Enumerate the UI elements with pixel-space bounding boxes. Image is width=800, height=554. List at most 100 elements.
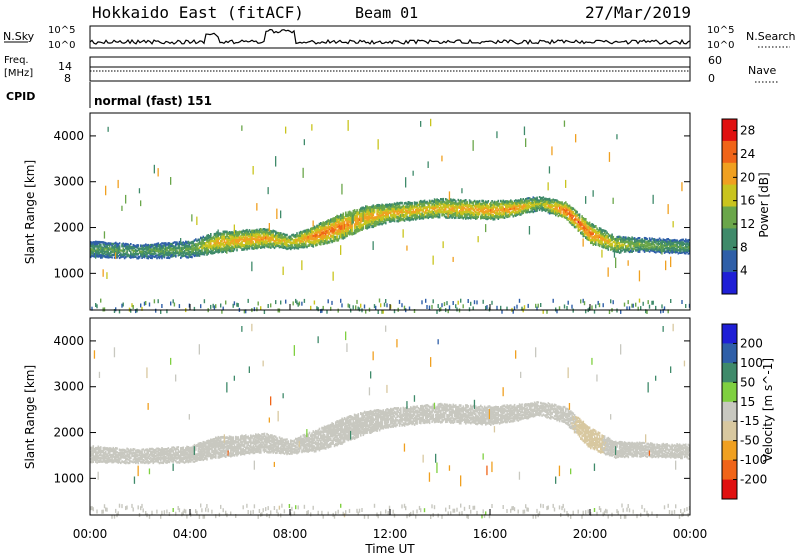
echo-cell [130, 247, 132, 250]
echo-cell [123, 243, 126, 246]
echo-cell [463, 210, 466, 214]
echo-cell [578, 218, 581, 222]
echo-cell [436, 209, 438, 212]
echo-cell [421, 205, 423, 208]
echo-cell [646, 245, 648, 248]
echo-cell [657, 240, 660, 243]
echo-cell [426, 211, 428, 215]
echo-cell [106, 272, 108, 279]
echo-cell [207, 239, 210, 242]
echo-cell [303, 245, 306, 249]
echo-cell [208, 246, 211, 249]
echo-cell [258, 241, 261, 245]
echo-cell [431, 213, 433, 216]
echo-cell [285, 237, 287, 240]
echo-cell [337, 228, 340, 232]
echo-cell [107, 126, 109, 132]
echo-cell [661, 239, 663, 242]
echo-cell [97, 252, 100, 256]
echo-cell [488, 212, 491, 215]
echo-cell [441, 303, 443, 308]
echo-cell [125, 456, 127, 459]
echo-cell [422, 200, 425, 203]
echo-cell [680, 250, 682, 253]
echo-cell [323, 221, 326, 225]
echo-cell [227, 247, 230, 251]
echo-cell [652, 246, 655, 249]
echo-cell [253, 229, 256, 233]
echo-cell [536, 200, 538, 203]
echo-cell [371, 218, 373, 222]
echo-cell [127, 247, 130, 250]
echo-cell [362, 211, 364, 222]
echo-cell [257, 235, 260, 238]
echo-cell [465, 213, 467, 217]
echo-cell [116, 247, 118, 251]
echo-cell [440, 205, 442, 209]
echo-cell [332, 222, 335, 226]
echo-cell [603, 244, 606, 248]
echo-cell [392, 203, 395, 207]
echo-cell [660, 248, 662, 251]
echo-cell [203, 244, 206, 247]
echo-cell [683, 250, 686, 253]
echo-cell [103, 243, 106, 247]
echo-cell [418, 208, 421, 212]
echo-cell [648, 250, 651, 253]
echo-cell [146, 251, 148, 254]
echo-cell [506, 205, 508, 209]
echo-cell [237, 231, 240, 234]
echo-cell [591, 227, 593, 231]
noise-search-label: N.Search [746, 30, 796, 43]
echo-cell [227, 235, 230, 239]
echo-cell [363, 215, 366, 219]
echo-cell [590, 234, 592, 238]
echo-cell [95, 458, 97, 461]
echo-cell [668, 244, 671, 247]
echo-cell [91, 241, 93, 245]
echo-cell [375, 305, 377, 310]
echo-cell [315, 237, 317, 241]
echo-cell [136, 244, 138, 247]
echo-cell [512, 309, 514, 314]
echo-cell [245, 309, 247, 314]
echo-cell [378, 298, 381, 303]
echo-cell [130, 456, 132, 459]
echo-cell [280, 239, 282, 242]
echo-cell [423, 205, 426, 209]
echo-cell [101, 256, 103, 259]
echo-cell [528, 206, 531, 209]
echo-cell [528, 197, 531, 200]
echo-cell [112, 451, 115, 454]
echo-cell [640, 306, 642, 311]
echo-cell [96, 245, 98, 248]
echo-cell [248, 246, 251, 250]
echo-cell [137, 449, 140, 452]
echo-cell [595, 241, 597, 244]
echo-cell [158, 249, 161, 252]
echo-cell [437, 205, 440, 208]
echo-cell [651, 241, 653, 244]
echo-cell [117, 452, 120, 455]
echo-cell [96, 242, 98, 245]
echo-cell [513, 207, 516, 210]
echo-cell [633, 245, 636, 248]
echo-cell [516, 205, 518, 208]
echo-cell [172, 241, 175, 245]
echo-cell [575, 212, 577, 215]
echo-cell [428, 210, 431, 214]
echo-cell [480, 204, 482, 207]
echo-cell [115, 252, 117, 260]
echo-cell [200, 304, 202, 309]
echo-cell [98, 253, 101, 257]
echo-cell [600, 231, 602, 235]
echo-cell [440, 208, 442, 212]
echo-cell [137, 457, 140, 460]
echo-cell [548, 166, 551, 174]
echo-cell [565, 216, 567, 219]
echo-cell [353, 231, 356, 235]
echo-cell [172, 299, 174, 304]
echo-cell [203, 251, 206, 254]
echo-cell [237, 244, 240, 248]
echo-cell [570, 221, 572, 225]
